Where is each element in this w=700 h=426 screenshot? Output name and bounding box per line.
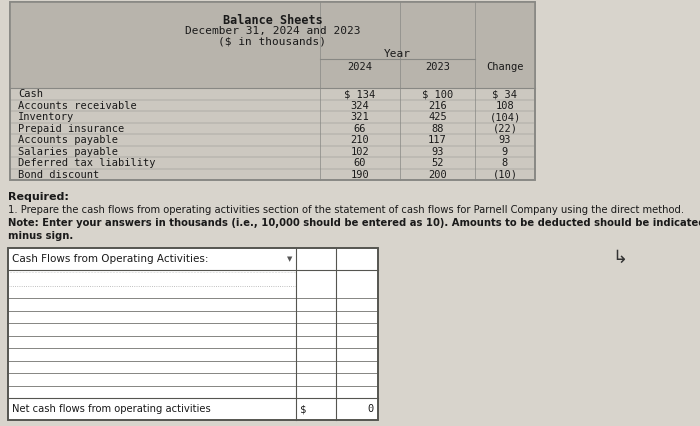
- Text: December 31, 2024 and 2023: December 31, 2024 and 2023: [185, 26, 360, 36]
- Text: (10): (10): [493, 170, 517, 180]
- Text: Accounts payable: Accounts payable: [18, 135, 118, 145]
- Text: Cash Flows from Operating Activities:: Cash Flows from Operating Activities:: [12, 254, 209, 264]
- Text: Salaries payable: Salaries payable: [18, 147, 118, 157]
- Text: Note: Enter your answers in thousands (i.e., 10,000 should be entered as 10). Am: Note: Enter your answers in thousands (i…: [8, 218, 700, 228]
- Text: Required:: Required:: [8, 192, 69, 202]
- Text: 190: 190: [351, 170, 370, 180]
- Text: Accounts receivable: Accounts receivable: [18, 101, 136, 111]
- Text: ($ in thousands): ($ in thousands): [218, 37, 326, 47]
- Text: $ 134: $ 134: [344, 89, 376, 99]
- Text: $ 34: $ 34: [493, 89, 517, 99]
- Text: Deferred tax liability: Deferred tax liability: [18, 158, 155, 168]
- Text: ▼: ▼: [286, 256, 292, 262]
- Text: (22): (22): [493, 124, 517, 134]
- Text: 9: 9: [502, 147, 508, 157]
- Text: (104): (104): [489, 112, 521, 122]
- Text: minus sign.: minus sign.: [8, 231, 74, 241]
- Text: 117: 117: [428, 135, 447, 145]
- Text: 66: 66: [354, 124, 366, 134]
- Text: 0: 0: [368, 404, 374, 414]
- Text: Net cash flows from operating activities: Net cash flows from operating activities: [12, 404, 211, 414]
- Bar: [8, 248, 378, 420]
- Text: 324: 324: [351, 101, 370, 111]
- Text: 200: 200: [428, 170, 447, 180]
- Text: 93: 93: [498, 135, 511, 145]
- Text: 108: 108: [496, 101, 514, 111]
- Text: 93: 93: [431, 147, 444, 157]
- Text: 2023: 2023: [425, 62, 450, 72]
- Text: 102: 102: [351, 147, 370, 157]
- Text: 2024: 2024: [347, 62, 372, 72]
- Bar: [10, 2, 535, 88]
- Text: 88: 88: [431, 124, 444, 134]
- Text: Balance Sheets: Balance Sheets: [223, 14, 323, 27]
- Text: 216: 216: [428, 101, 447, 111]
- Text: Change: Change: [486, 62, 524, 72]
- Text: Inventory: Inventory: [18, 112, 74, 122]
- Bar: [10, 2, 535, 180]
- Text: Prepaid insurance: Prepaid insurance: [18, 124, 125, 134]
- Text: 8: 8: [502, 158, 508, 168]
- Text: $: $: [300, 404, 307, 414]
- Text: 52: 52: [431, 158, 444, 168]
- Text: Bond discount: Bond discount: [18, 170, 99, 180]
- Text: $ 100: $ 100: [422, 89, 453, 99]
- Text: ↳: ↳: [612, 249, 628, 267]
- Text: 60: 60: [354, 158, 366, 168]
- Text: 321: 321: [351, 112, 370, 122]
- Text: Year: Year: [384, 49, 411, 59]
- Text: Cash: Cash: [18, 89, 43, 99]
- Text: 425: 425: [428, 112, 447, 122]
- Text: 1. Prepare the cash flows from operating activities section of the statement of : 1. Prepare the cash flows from operating…: [8, 205, 684, 215]
- Text: 210: 210: [351, 135, 370, 145]
- Bar: [8, 248, 378, 420]
- Bar: [10, 2, 535, 180]
